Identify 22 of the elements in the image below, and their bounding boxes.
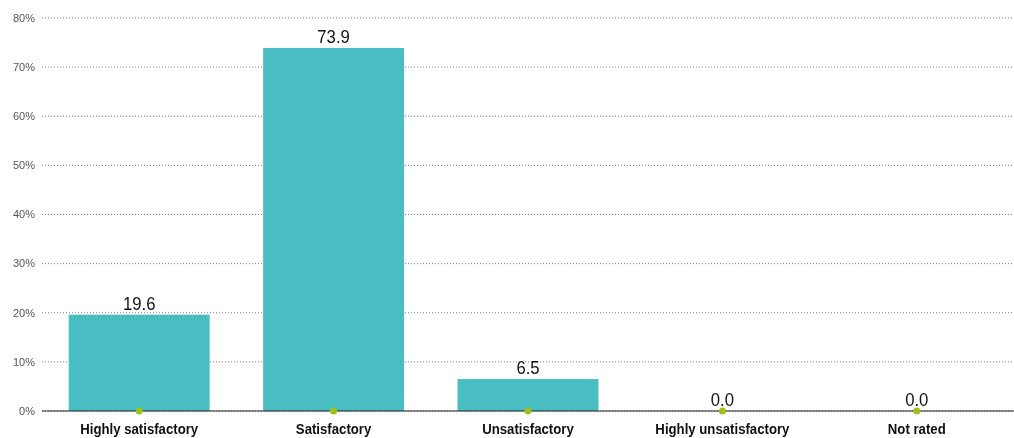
- x-tick-label: Satisfactory: [295, 420, 372, 438]
- y-tick-label: 70%: [12, 60, 36, 73]
- bar: [457, 379, 599, 411]
- data-label: 73.9: [317, 25, 350, 48]
- y-tick-label: 80%: [12, 11, 36, 24]
- x-tick-label: Not rated: [887, 420, 946, 438]
- bar: [68, 314, 210, 411]
- y-tick-label: 10%: [12, 355, 36, 368]
- y-tick-label: 40%: [12, 208, 36, 221]
- data-label: 6.5: [516, 357, 540, 379]
- x-tick-label: Highly unsatisfactory: [655, 420, 790, 438]
- y-tick-label: 20%: [12, 306, 36, 319]
- y-tick-label: 50%: [12, 159, 36, 172]
- y-tick-label: 0%: [19, 404, 36, 417]
- data-label: 0.0: [905, 389, 929, 411]
- x-tick-label: Unsatisfactory: [482, 420, 574, 438]
- y-tick-label: 30%: [12, 257, 36, 270]
- x-tick-label: Highly satisfactory: [80, 420, 199, 438]
- data-label: 19.6: [122, 292, 156, 314]
- bar: [263, 47, 405, 411]
- data-label: 0.0: [710, 389, 735, 411]
- y-tick-label: 60%: [12, 110, 36, 123]
